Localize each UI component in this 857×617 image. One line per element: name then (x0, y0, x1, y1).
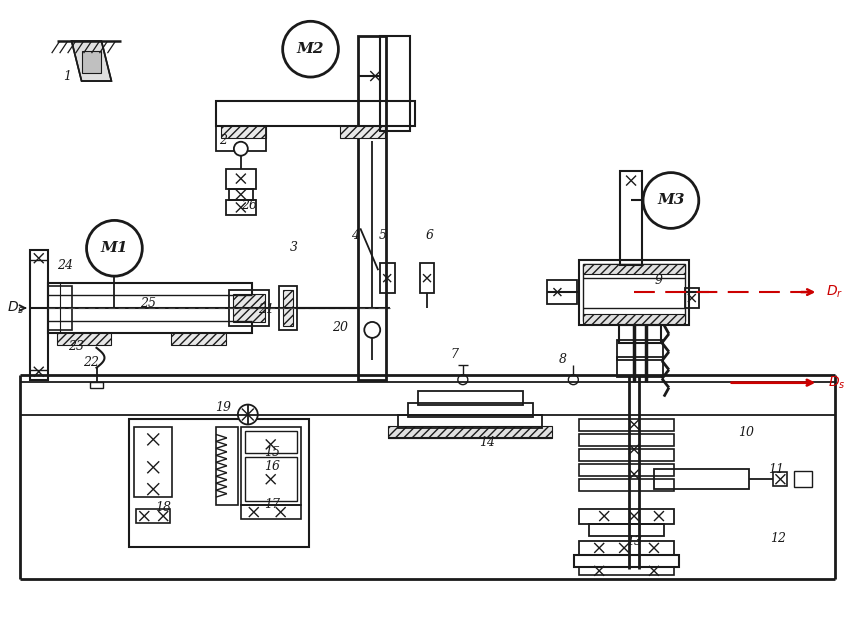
Text: $D_r$: $D_r$ (826, 284, 843, 300)
Bar (57, 333, 111, 345)
Text: 7: 7 (451, 348, 458, 362)
Text: 9: 9 (655, 273, 663, 287)
Bar (548, 280, 578, 304)
Bar (619, 325, 661, 343)
Bar (579, 260, 689, 325)
Circle shape (234, 142, 248, 155)
Text: M3: M3 (657, 194, 685, 207)
Bar (279, 286, 297, 330)
Circle shape (458, 375, 468, 384)
Bar (48, 283, 252, 333)
Text: 21: 21 (258, 304, 273, 317)
Text: 4: 4 (351, 229, 359, 242)
Bar (590, 524, 664, 536)
Bar (579, 509, 674, 524)
Bar (81, 51, 101, 73)
Bar (584, 264, 685, 274)
Text: M1: M1 (100, 241, 129, 255)
Text: 24: 24 (57, 259, 73, 271)
Circle shape (643, 173, 698, 228)
Bar (229, 290, 269, 326)
Bar (283, 290, 292, 326)
Bar (233, 294, 265, 322)
Bar (226, 168, 255, 189)
Bar (340, 126, 385, 138)
Text: 25: 25 (141, 297, 156, 310)
Text: $D_s$: $D_s$ (7, 300, 25, 316)
Bar (245, 457, 297, 501)
Bar (579, 465, 674, 476)
Bar (773, 472, 788, 486)
Text: 8: 8 (559, 354, 566, 366)
Bar (579, 541, 674, 555)
Text: 17: 17 (264, 498, 279, 511)
Text: 1: 1 (63, 70, 70, 83)
Circle shape (238, 405, 258, 424)
Bar (399, 415, 542, 428)
Bar (241, 505, 301, 519)
Bar (408, 402, 532, 416)
Bar (574, 555, 679, 567)
Bar (358, 36, 387, 379)
Bar (381, 36, 411, 131)
Bar (381, 263, 395, 293)
Bar (579, 420, 674, 431)
Bar (418, 391, 523, 405)
Bar (226, 201, 255, 215)
Polygon shape (72, 41, 111, 81)
Text: 12: 12 (770, 532, 787, 545)
Text: 26: 26 (241, 199, 257, 212)
Bar (654, 470, 748, 489)
Bar (584, 314, 685, 324)
Bar (216, 126, 266, 151)
Bar (171, 333, 226, 345)
Bar (48, 286, 72, 330)
Bar (89, 382, 104, 387)
Text: 2: 2 (219, 135, 227, 147)
Text: 14: 14 (479, 436, 494, 449)
Text: 6: 6 (426, 229, 434, 242)
Bar (135, 428, 172, 497)
Bar (229, 189, 253, 201)
Text: 15: 15 (264, 446, 279, 459)
Bar (30, 251, 48, 379)
Text: 22: 22 (83, 356, 99, 369)
Text: 5: 5 (379, 229, 387, 242)
Circle shape (568, 375, 578, 384)
Bar (579, 479, 674, 491)
Bar (388, 426, 553, 439)
Bar (221, 126, 266, 138)
Bar (685, 288, 698, 308)
Text: 13: 13 (626, 536, 642, 549)
Bar (620, 171, 642, 265)
Text: M2: M2 (297, 42, 324, 56)
Bar (245, 431, 297, 453)
Bar (584, 264, 685, 321)
Text: 16: 16 (264, 460, 279, 473)
Bar (794, 471, 812, 487)
Bar (579, 567, 674, 575)
Text: 20: 20 (333, 321, 349, 334)
Bar (617, 340, 663, 360)
Bar (129, 420, 309, 547)
Text: 3: 3 (290, 241, 297, 254)
Text: 11: 11 (769, 463, 784, 476)
Bar (579, 449, 674, 462)
Bar (216, 428, 238, 505)
Text: 19: 19 (215, 401, 231, 414)
Text: $D_s$: $D_s$ (828, 375, 846, 391)
Bar (420, 263, 434, 293)
Text: 23: 23 (68, 341, 84, 354)
Bar (216, 101, 415, 126)
Bar (136, 509, 171, 523)
Bar (241, 428, 301, 505)
Text: 10: 10 (739, 426, 754, 439)
Bar (579, 434, 674, 446)
Circle shape (87, 220, 142, 276)
Text: 18: 18 (155, 500, 171, 513)
Bar (617, 357, 663, 377)
Circle shape (364, 322, 381, 338)
Circle shape (283, 22, 339, 77)
